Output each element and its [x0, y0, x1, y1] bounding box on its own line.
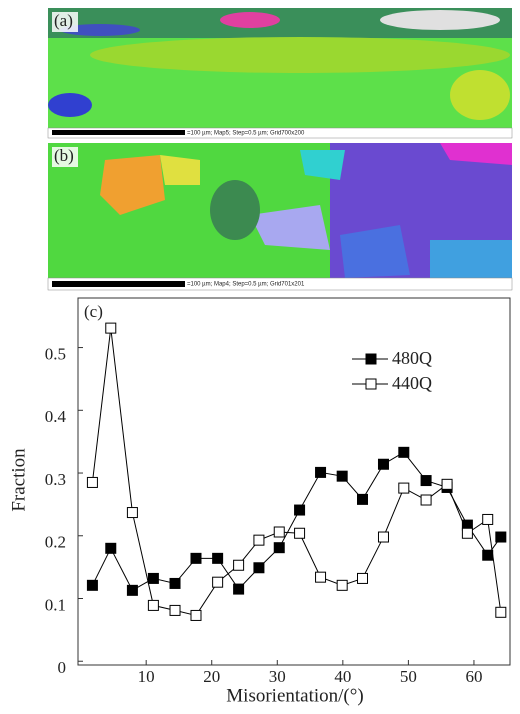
data-point — [212, 576, 224, 588]
data-point — [169, 577, 181, 589]
data-point — [482, 513, 494, 525]
data-point — [461, 527, 473, 539]
data-point — [495, 606, 507, 618]
data-point — [126, 507, 138, 519]
data-point — [147, 572, 159, 584]
x-tick-label: 30 — [269, 667, 286, 686]
map-region — [160, 155, 200, 185]
data-point — [190, 609, 202, 621]
data-point — [398, 446, 410, 458]
map-region — [220, 12, 280, 28]
data-point — [190, 552, 202, 564]
scale-strip — [47, 127, 513, 139]
data-point — [233, 583, 245, 595]
x-tick-label: 40 — [334, 667, 351, 686]
panel-label: (c) — [84, 302, 103, 321]
map-region — [340, 225, 410, 278]
data-point — [105, 542, 117, 554]
data-point — [253, 534, 265, 546]
y-tick-label: 0.1 — [45, 595, 66, 614]
data-point — [105, 322, 117, 334]
data-point — [420, 475, 432, 487]
map-a: =100 µm; Map5; Step=0.5 µm; Grid700x200 … — [47, 8, 513, 139]
data-point — [495, 531, 507, 543]
chart: (c) Misorientation/(°) Fraction 10 20 30 40… — [8, 297, 511, 706]
data-point — [336, 470, 348, 482]
data-point — [357, 493, 369, 505]
data-point — [253, 562, 265, 574]
y-tick-label: 0.3 — [45, 470, 66, 489]
series-line — [91, 328, 502, 617]
label-bg — [52, 12, 78, 32]
legend-label: 440Q — [392, 373, 432, 393]
scale-bar — [52, 130, 185, 135]
x-tick-label: 50 — [400, 667, 417, 686]
data-point — [482, 549, 494, 561]
data-point — [315, 466, 327, 478]
data-point — [273, 542, 285, 554]
data-point — [294, 504, 306, 516]
y-tick-label: 0 — [58, 658, 67, 677]
y-tick-label: 0.4 — [45, 407, 67, 426]
scale-bar — [52, 281, 185, 287]
scale-text: =100 µm; Map4; Step=0.5 µm; Grid701x201 — [187, 282, 305, 288]
y-axis-label: Fraction — [8, 448, 29, 512]
map-region — [450, 70, 510, 120]
data-point — [441, 478, 453, 490]
x-tick-label: 10 — [138, 667, 155, 686]
data-point — [169, 604, 181, 616]
data-point — [86, 579, 98, 591]
x-axis-label: Misorientation/(°) — [226, 685, 363, 706]
data-point — [398, 482, 410, 494]
data-point — [126, 584, 138, 596]
data-point — [377, 531, 389, 543]
legend-label: 480Q — [392, 348, 432, 368]
panel-label: (a) — [54, 11, 73, 30]
data-point — [420, 494, 432, 506]
data-point — [86, 476, 98, 488]
legend-marker — [365, 378, 377, 390]
data-point — [377, 458, 389, 470]
data-point — [273, 526, 285, 538]
map-region — [100, 155, 165, 215]
map-region — [440, 143, 512, 165]
x-tick-label: 60 — [465, 667, 482, 686]
map-region — [48, 93, 92, 117]
scale-text: =100 µm; Map5; Step=0.5 µm; Grid700x200 — [187, 131, 305, 137]
map-region — [60, 24, 140, 36]
data-point — [294, 527, 306, 539]
plot-frame — [77, 297, 511, 666]
y-tick-label: 0.5 — [45, 344, 66, 363]
series-line — [91, 451, 502, 592]
map-region — [90, 37, 510, 73]
map-region — [300, 150, 345, 180]
legend-marker — [365, 353, 377, 365]
data-point — [315, 571, 327, 583]
map-b: =100 µm; Map4; Step=0.5 µm; Grid701x201 … — [47, 143, 513, 291]
map-region — [250, 205, 330, 250]
map-region — [430, 240, 512, 278]
data-point — [233, 559, 245, 571]
label-bg — [52, 147, 78, 167]
data-point — [212, 552, 224, 564]
panel-label: (b) — [54, 146, 74, 165]
map-region — [210, 180, 260, 240]
y-tick-label: 0.2 — [45, 533, 66, 552]
data-point — [336, 579, 348, 591]
map-region — [380, 10, 500, 30]
x-tick-label: 20 — [203, 667, 220, 686]
data-point — [147, 599, 159, 611]
data-point — [357, 572, 369, 584]
